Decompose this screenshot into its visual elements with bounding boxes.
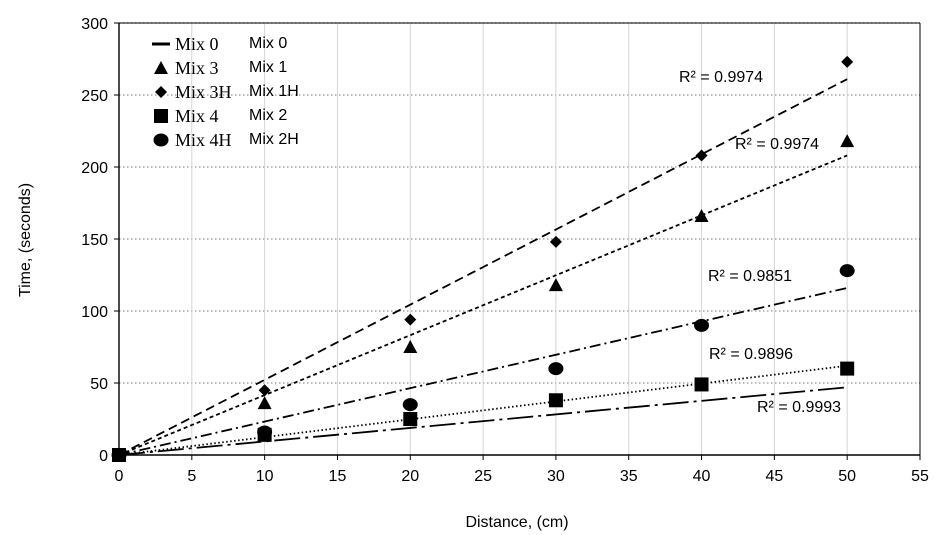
- data-point: [548, 393, 563, 408]
- x-tick-label: 0: [115, 468, 124, 485]
- legend-marker-icon: [155, 86, 167, 98]
- y-tick-label: 100: [81, 304, 108, 321]
- y-tick-label: 0: [99, 448, 108, 465]
- y-axis-title: Time, (seconds): [17, 183, 34, 297]
- x-tick-label: 50: [838, 468, 856, 485]
- trend-lines: [118, 78, 848, 456]
- r2-label: R² = 0.9851: [708, 268, 792, 285]
- trend-line: [118, 78, 848, 456]
- data-point: [840, 361, 855, 376]
- trend-line: [118, 154, 848, 456]
- trend-line: [118, 287, 848, 456]
- r2-label: R² = 0.9993: [757, 399, 841, 416]
- y-tick-label: 150: [81, 232, 108, 249]
- x-tick-label: 30: [547, 468, 565, 485]
- y-tick-label: 250: [81, 88, 108, 105]
- legend-alt-label: Mix 1: [249, 59, 287, 76]
- data-point: [549, 235, 562, 248]
- data-point: [839, 264, 855, 278]
- data-point: [257, 396, 272, 410]
- x-tick-label: 20: [401, 468, 419, 485]
- legend-line-icon: [152, 42, 170, 46]
- x-tick-label: 5: [187, 468, 196, 485]
- tick-labels: 0 5 10 15 20 25 30 35 40 45 50 55 0 50 100 150 200 250 300: [81, 16, 929, 485]
- data-point: [694, 318, 710, 332]
- y-tick-label: 300: [81, 16, 108, 33]
- legend-alt-label: Mix 2: [249, 107, 287, 124]
- y-tick-label: 50: [90, 376, 108, 393]
- y-tick-label: 200: [81, 160, 108, 177]
- legend-marker-icon: [153, 133, 169, 147]
- legend-alt-label: Mix 2H: [249, 131, 299, 148]
- legend-label: Mix 4H: [175, 130, 232, 150]
- data-point: [404, 313, 417, 326]
- x-tick-label: 15: [329, 468, 347, 485]
- data-point: [841, 55, 854, 68]
- data-point: [695, 149, 708, 162]
- data-point: [694, 377, 709, 392]
- r2-label: R² = 0.9896: [709, 346, 793, 363]
- data-point: [403, 412, 418, 426]
- data-point: [694, 208, 709, 222]
- data-point: [403, 340, 418, 353]
- x-tick-label: 55: [911, 468, 929, 485]
- data-point: [548, 278, 563, 292]
- legend: Mix 0 Mix 0 Mix 3 Mix 1 Mix 3H Mix 1H Mix 4 Mix…: [152, 34, 299, 150]
- legend-label: Mix 4: [175, 106, 219, 126]
- grid: [119, 22, 921, 455]
- x-tick-label: 25: [474, 468, 492, 485]
- data-point: [257, 425, 273, 439]
- data-point: [402, 398, 418, 412]
- x-axis-title: Distance, (cm): [465, 514, 568, 531]
- legend-marker-icon: [154, 109, 168, 123]
- data-point: [548, 362, 564, 376]
- legend-alt-label: Mix 1H: [249, 83, 299, 100]
- r2-label: R² = 0.9974: [735, 136, 819, 153]
- r2-labels: R² = 0.9993 R² = 0.9974 R² = 0.9974 R² = 0.…: [679, 69, 841, 416]
- x-tick-label: 35: [620, 468, 638, 485]
- x-tick-label: 40: [693, 468, 711, 485]
- data-point: [840, 134, 855, 148]
- legend-label: Mix 3H: [175, 82, 232, 102]
- x-tick-label: 45: [765, 468, 783, 485]
- legend-label: Mix 0: [175, 34, 219, 54]
- legend-alt-label: Mix 0: [249, 35, 287, 52]
- r2-label: R² = 0.9974: [679, 69, 763, 86]
- legend-marker-icon: [154, 61, 168, 74]
- data-markers: [111, 55, 855, 462]
- legend-label: Mix 3: [175, 58, 219, 78]
- x-tick-label: 10: [256, 468, 274, 485]
- data-point: [258, 384, 271, 397]
- trend-line: [118, 386, 848, 456]
